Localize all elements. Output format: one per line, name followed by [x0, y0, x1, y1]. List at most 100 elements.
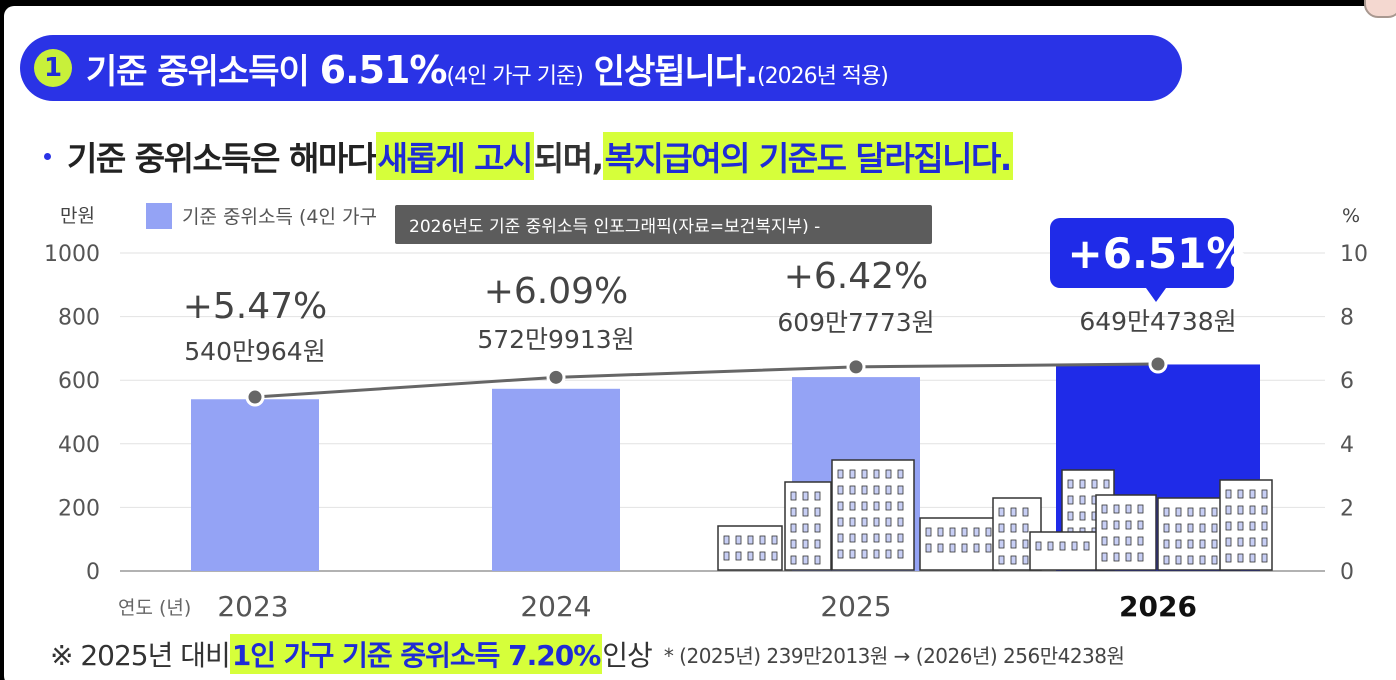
building-window	[897, 501, 904, 511]
building-window	[1187, 539, 1194, 549]
building-window	[759, 551, 766, 561]
subheading-highlight-2: 복지급여의 기준도 달라집니다.	[602, 132, 1013, 180]
amount-label-2026: 649만4738원	[1079, 307, 1236, 336]
building-window	[1022, 507, 1029, 517]
building-window	[1035, 541, 1042, 551]
building-window	[897, 469, 904, 479]
building-window	[723, 535, 730, 545]
title-apply: (2026년 적용)	[757, 63, 889, 89]
building-window	[814, 555, 821, 565]
building-window	[1125, 552, 1132, 562]
building-window	[873, 533, 880, 543]
building-window	[897, 517, 904, 527]
building-window	[873, 517, 880, 527]
building-window	[973, 527, 980, 537]
building-window	[1101, 520, 1108, 530]
x-tick-label-2024: 2024	[520, 590, 591, 623]
building-window	[873, 485, 880, 495]
building-window	[747, 535, 754, 545]
building-window	[849, 469, 856, 479]
right-tick-label: 10	[1340, 242, 1368, 267]
building-window	[814, 539, 821, 549]
building-window	[1211, 507, 1218, 517]
building-window	[861, 517, 868, 527]
building-window	[1163, 507, 1170, 517]
building-window	[1113, 552, 1120, 562]
building-window	[1187, 555, 1194, 565]
building-window	[802, 539, 809, 549]
building-window	[885, 501, 892, 511]
building-window	[1175, 523, 1182, 533]
building-window	[1199, 523, 1206, 533]
building-window	[1237, 553, 1244, 563]
legend-label: 기준 중위소득 (4인 가구	[182, 206, 377, 228]
title-percent: 6.51%	[319, 47, 448, 92]
building-window	[1187, 507, 1194, 517]
footer-mark: ※ 2025년 대비	[50, 639, 231, 672]
percent-label-2024: +6.09%	[484, 271, 629, 312]
building-window	[985, 527, 992, 537]
legend-swatch	[146, 203, 172, 229]
building-window	[1010, 555, 1017, 565]
building-window	[802, 507, 809, 517]
building-window	[849, 485, 856, 495]
amount-label-2023: 540만964원	[184, 337, 325, 366]
building-window	[1113, 536, 1120, 546]
title-suffix: 인상됩니다.	[582, 51, 758, 92]
building-window	[1175, 539, 1182, 549]
building-window	[925, 543, 932, 553]
building-window	[849, 533, 856, 543]
building-window	[1261, 489, 1268, 499]
building-window	[1103, 479, 1110, 489]
building-window	[837, 469, 844, 479]
building-window	[1010, 523, 1017, 533]
building-window	[849, 501, 856, 511]
building-window	[837, 485, 844, 495]
building-window	[885, 549, 892, 559]
right-axis-unit: %	[1342, 205, 1360, 227]
building-window	[961, 543, 968, 553]
building-window	[1199, 555, 1206, 565]
x-tick-label-2025: 2025	[820, 590, 891, 623]
subheading-part2: 되며,	[533, 139, 604, 178]
building-window	[998, 523, 1005, 533]
amount-label-2024: 572만9913원	[477, 325, 634, 354]
building-window	[1225, 489, 1232, 499]
building-window	[1067, 495, 1074, 505]
bar-2023	[191, 399, 319, 571]
building-window	[1237, 537, 1244, 547]
title-banner: 1 기준 중위소득이 6.51%(4인 가구 기준) 인상됩니다.(2026년 …	[20, 35, 1182, 101]
footer-highlight: 1인 가구 기준 중위소득 7.20%	[229, 634, 603, 674]
building-window	[1125, 536, 1132, 546]
bar-2024	[492, 388, 620, 571]
building-window	[1083, 541, 1090, 551]
right-tick-label: 4	[1340, 433, 1354, 458]
highlight-callout	[1050, 218, 1234, 302]
building-window	[1125, 520, 1132, 530]
building-window	[1261, 537, 1268, 547]
building-window	[1249, 489, 1256, 499]
building-window	[1199, 507, 1206, 517]
building-window	[1010, 539, 1017, 549]
building-window	[1059, 541, 1066, 551]
title-prefix: 기준 중위소득이	[86, 51, 320, 92]
building-window	[802, 555, 809, 565]
building-window	[790, 555, 797, 565]
number-badge: 1	[34, 49, 72, 87]
building-window	[814, 507, 821, 517]
building-window	[1067, 479, 1074, 489]
building-window	[1211, 523, 1218, 533]
right-tick-label: 6	[1340, 369, 1354, 394]
building-window	[1079, 479, 1086, 489]
building-window	[837, 533, 844, 543]
subheading-part1: 기준 중위소득은 해마다	[67, 139, 377, 178]
footer-note: ※ 2025년 대비 1인 가구 기준 중위소득 7.20% 인상 * (202…	[50, 634, 1125, 674]
left-tick-label: 400	[58, 433, 100, 458]
building-window	[961, 527, 968, 537]
building-window	[790, 491, 797, 501]
right-tick-label: 2	[1340, 496, 1354, 521]
building-window	[1163, 539, 1170, 549]
building-window	[897, 533, 904, 543]
building-window	[837, 501, 844, 511]
building-window	[1225, 521, 1232, 531]
